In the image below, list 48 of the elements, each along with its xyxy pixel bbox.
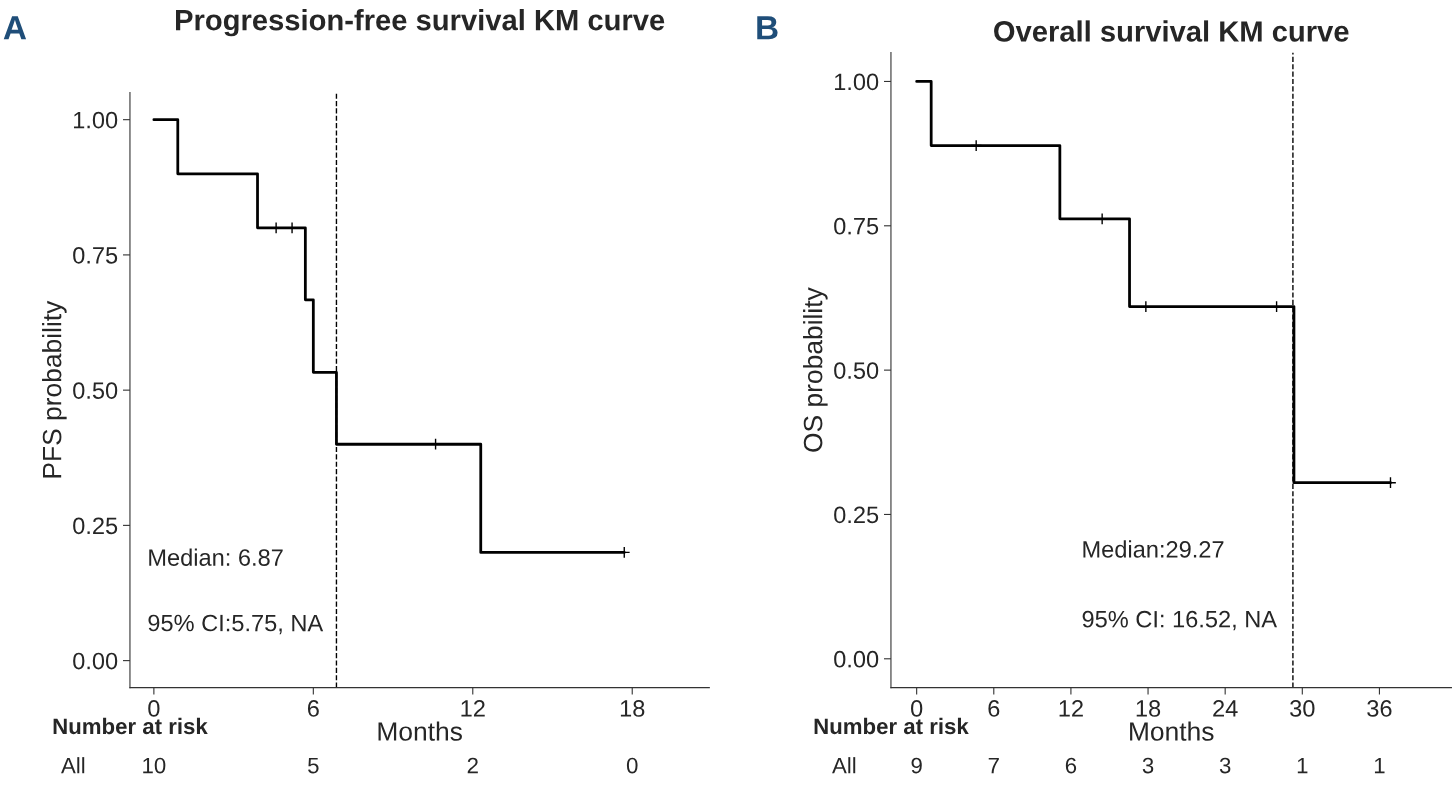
text: 0 — [626, 757, 638, 774]
chart-title: Progression-free survival KM curve — [176, 8, 665, 37]
y-tick-label: 0.00 — [73, 652, 118, 670]
text: Number at risk — [814, 717, 969, 735]
y-tick-label: 0.00 — [834, 650, 879, 668]
y-tick-label: 0.75 — [834, 217, 879, 235]
text: A — [3, 16, 27, 40]
text: 1 — [1297, 757, 1308, 774]
y-axis-title: PFS probability — [42, 300, 67, 478]
y-tick-label: 0.50 — [73, 382, 118, 399]
text: 10 — [143, 757, 166, 774]
y-tick-label: 0.75 — [73, 246, 118, 264]
x-tick-label: 18 — [1136, 700, 1161, 717]
annotation: 95% CI:5.75, NA — [148, 614, 324, 635]
text: 2 — [467, 757, 478, 774]
x-tick-label: 12 — [461, 700, 485, 717]
annotation: 95% CI: 16.52, NA — [1082, 610, 1278, 631]
x-tick-label: 24 — [1213, 700, 1238, 717]
text: 6 — [1065, 757, 1077, 774]
chart-title: Overall survival KM curve — [994, 20, 1349, 42]
y-axis-title: OS probability — [803, 287, 828, 452]
text: All — [832, 757, 856, 774]
x-tick-label: 12 — [1059, 700, 1083, 717]
text: 3 — [1219, 757, 1231, 774]
x-tick-label: 0 — [911, 700, 923, 717]
text: 5 — [308, 757, 319, 774]
x-tick-label: 18 — [620, 700, 645, 717]
y-tick-label: 1.00 — [74, 111, 118, 129]
x-axis-title: Months — [378, 721, 462, 741]
y-tick-label: 1.00 — [834, 73, 879, 91]
annotation: Median: 6.87 — [149, 548, 283, 566]
x-axis-title: Months — [1130, 721, 1214, 741]
x-tick-label: 0 — [148, 700, 160, 717]
x-tick-label: 6 — [988, 700, 1000, 717]
y-tick-label: 0.50 — [834, 362, 879, 379]
text: 1 — [1374, 757, 1385, 774]
annotation: Median:29.27 — [1083, 540, 1224, 558]
text: 7 — [988, 757, 999, 774]
text: 9 — [911, 757, 922, 774]
text: B — [757, 16, 778, 40]
x-tick-label: 36 — [1367, 700, 1392, 717]
text: 3 — [1142, 757, 1154, 774]
text: Number at risk — [53, 717, 208, 735]
x-tick-label: 30 — [1290, 700, 1315, 717]
y-tick-label: 0.25 — [834, 506, 879, 524]
x-tick-label: 6 — [307, 700, 319, 717]
y-tick-label: 0.25 — [73, 517, 118, 535]
text: All — [61, 757, 85, 774]
